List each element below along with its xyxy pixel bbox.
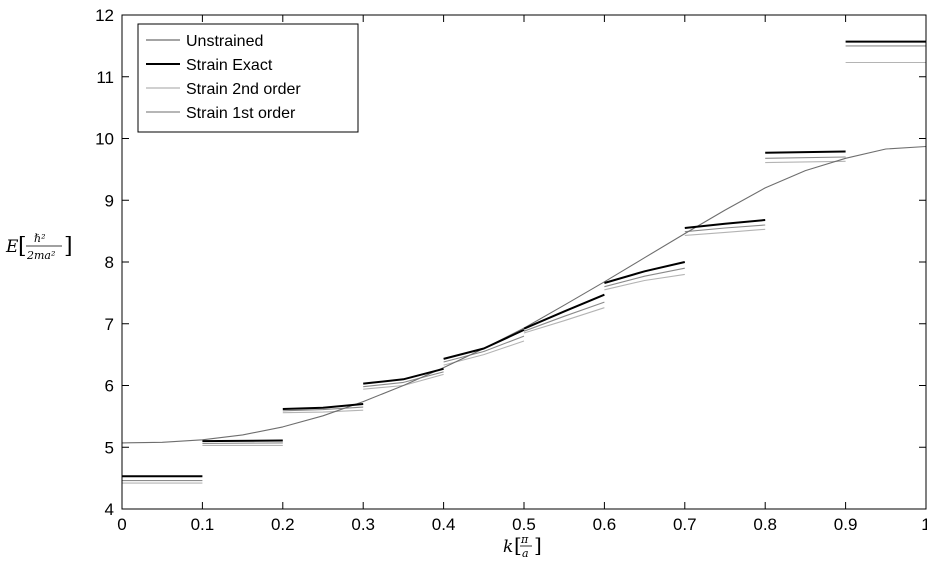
series-3-segment-9 [765, 160, 846, 164]
y-axis-label-symbol: E [5, 237, 19, 257]
series-2-segment-6 [523, 293, 605, 330]
series-4 [122, 45, 926, 482]
series-2-segment-5 [443, 328, 525, 360]
y-axis-label: E [ ℏ² 2ma² ] [5, 232, 73, 262]
x-tick-label: 0.7 [673, 515, 697, 534]
x-tick-label: 0.3 [351, 515, 375, 534]
series-4-segment-9 [765, 156, 846, 159]
series-2-segment-8 [684, 219, 766, 229]
series-2-segment-4 [363, 367, 444, 385]
series-4-segment-2 [202, 442, 283, 445]
x-axis-label-bracket-open: [ [514, 533, 522, 557]
x-tick-label: 0.8 [753, 515, 777, 534]
x-tick-label: 0.9 [834, 515, 858, 534]
tick-layer: 0 0.1 0.2 0.3 0.4 0.5 0.6 0.7 0.8 0.9 1 4 5 6 7 8 9 10 11 1… [95, 6, 927, 534]
y-axis-label-bracket-close: ] [64, 234, 73, 259]
legend-label-4: Strain 1st order [186, 105, 296, 122]
y-tick-label: 4 [105, 500, 114, 519]
series-layer [121, 40, 927, 484]
series-2-segment-2 [202, 439, 283, 443]
x-tick-label: 0.1 [191, 515, 215, 534]
y-tick-label: 12 [95, 6, 114, 25]
series-3-segment-6 [523, 307, 605, 334]
series-3 [122, 61, 926, 484]
x-axis-label: k [ π a ] [503, 533, 542, 560]
legend: Unstrained Strain Exact Strain 2nd order St… [137, 23, 359, 133]
series-2 [122, 40, 926, 478]
series-4-segment-5 [443, 335, 525, 363]
y-tick-label: 9 [105, 191, 114, 210]
y-axis-label-unit-den: 2ma² [26, 249, 55, 262]
x-axis-label-unit-num: π [520, 533, 529, 546]
x-tick-label: 0.6 [593, 515, 617, 534]
series-2-segment-9 [765, 150, 846, 154]
y-tick-label: 5 [105, 438, 114, 457]
series-2-segment-3 [282, 403, 364, 410]
series-4-segment-6 [523, 301, 605, 332]
legend-label-1: Unstrained [186, 33, 263, 50]
series-4-segment-7 [604, 267, 685, 288]
x-axis-label-bracket-close: ] [534, 533, 542, 557]
legend-entries: Unstrained Strain Exact Strain 2nd order St… [146, 33, 301, 122]
y-tick-label: 6 [105, 377, 114, 396]
y-tick-label: 8 [105, 253, 114, 272]
y-tick-label: 10 [95, 130, 114, 149]
x-tick-label: 0 [117, 515, 126, 534]
series-4-segment-4 [363, 371, 444, 388]
y-tick-label: 7 [105, 315, 114, 334]
y-axis-label-unit-num: ℏ² [34, 232, 46, 245]
series-4-segment-3 [282, 406, 364, 412]
legend-box [137, 23, 359, 133]
x-tick-label: 1 [921, 515, 927, 534]
y-tick-label: 11 [96, 68, 114, 87]
series-4-segment-8 [684, 224, 766, 233]
x-tick-label: 0.2 [271, 515, 295, 534]
x-axis-label-unit-den: a [522, 547, 529, 560]
x-tick-label: 0.4 [432, 515, 456, 534]
x-axis-label-symbol: k [503, 537, 513, 557]
x-tick-label: 0.5 [512, 515, 536, 534]
series-3-segment-7 [604, 273, 685, 291]
legend-label-3: Strain 2nd order [186, 81, 301, 98]
y-axis-label-bracket-open: [ [18, 234, 27, 259]
series-2-segment-7 [604, 261, 686, 284]
series-3-segment-8 [684, 228, 766, 236]
legend-label-2: Strain Exact [186, 57, 273, 74]
series-3-segment-3 [282, 409, 364, 414]
